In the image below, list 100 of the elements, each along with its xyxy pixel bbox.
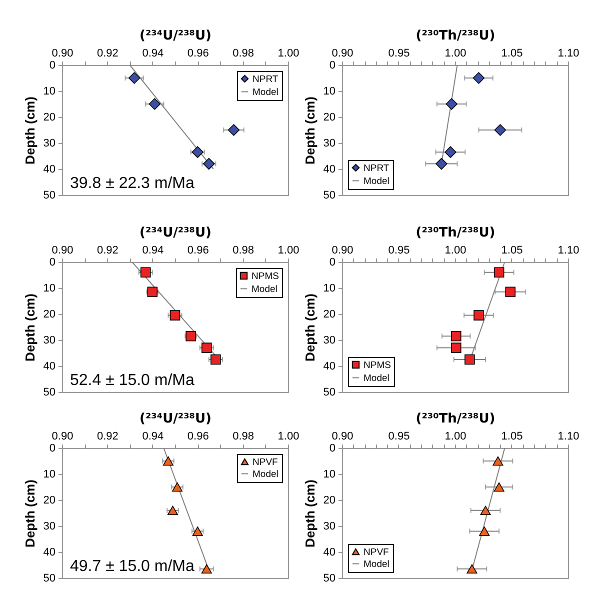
x-tick-label: 0.90 [52,244,74,256]
y-tick-label: 30 [323,138,336,150]
x-tick-label: 0.96 [187,48,209,60]
x-tick-label: 0.92 [96,430,118,442]
point [228,124,240,136]
x-tick-label: 0.94 [142,430,164,442]
y-tick-label: 50 [43,572,56,584]
y-tick-label: 10 [323,468,336,480]
x-tick-label: 1.00 [444,48,466,60]
y-tick-label: 0 [329,442,336,454]
y-tick-label: 20 [323,112,336,124]
point [436,158,448,170]
legend-label: NPMS [252,270,279,282]
point [162,456,174,466]
point [446,98,458,110]
y-tick-label: 40 [43,546,56,558]
point [450,342,462,353]
y-tick-label: 30 [43,520,56,532]
point [201,342,212,353]
y-tick-label: 0 [49,256,56,268]
legend-label: NPVF [252,456,278,468]
y-axis-title: Depth (cm) [22,96,38,164]
point [186,330,196,342]
x-axis-title: (²³⁰Th/²³⁸U) [416,226,496,240]
point [192,146,204,158]
x-tick-label: 1.10 [558,48,580,60]
point [170,310,180,320]
point [444,146,456,158]
point [147,286,158,298]
point [505,286,516,298]
point [494,267,504,278]
x-axis-title: (²³⁴U/²³⁸U) [140,412,212,426]
y-tick-label: 50 [323,572,336,584]
x-tick-label: 0.90 [332,244,354,256]
y-tick-label: 40 [323,546,336,558]
y-axis-title: Depth (cm) [302,480,318,548]
point [167,506,178,516]
y-tick-label: 0 [49,442,56,454]
point [192,526,203,536]
point [140,267,151,278]
x-tick-label: 1.00 [278,244,300,256]
point [492,456,504,466]
y-tick-label: 0 [329,60,336,72]
x-axis-title: (²³⁴U/²³⁸U) [140,28,212,44]
x-axis-title: (²³⁴U/²³⁸U) [140,226,212,240]
y-axis-title: Depth (cm) [22,294,38,362]
legend-label: NPVF [364,546,390,558]
y-tick-label: 30 [323,520,336,532]
x-tick-label: 0.98 [232,244,254,256]
y-tick-label: 0 [49,60,56,72]
x-tick-label: 0.92 [96,244,118,256]
x-tick-label: 0.94 [142,48,164,60]
x-tick-label: 1.10 [558,430,580,442]
y-tick-label: 30 [43,138,56,150]
x-tick-label: 0.96 [187,244,209,256]
point [494,124,506,136]
y-tick-label: 0 [329,256,336,268]
x-tick-label: 1.05 [501,48,523,60]
y-axis-title: Depth (cm) [302,294,318,362]
point [210,354,221,365]
x-tick-label: 0.96 [187,430,209,442]
y-tick-label: 30 [43,334,56,346]
x-tick-label: 0.94 [142,244,164,256]
y-tick-label: 20 [43,112,56,124]
point [494,482,504,492]
point [466,564,478,574]
point [472,72,485,84]
point [172,482,183,492]
legend-label: Model [252,86,278,98]
y-tick-label: 40 [43,360,56,372]
legend-label: Model [364,176,390,187]
x-tick-label: 0.90 [332,48,354,60]
y-tick-label: 40 [323,360,336,372]
y-tick-label: 40 [43,164,56,176]
x-tick-label: 0.90 [52,48,74,60]
y-tick-label: 40 [323,164,336,176]
legend-label: Model [364,372,390,384]
x-tick-label: 1.00 [444,430,466,442]
point [148,98,161,110]
y-tick-label: 10 [43,86,56,98]
x-tick-label: 1.00 [278,430,300,442]
y-tick-label: 20 [43,494,56,506]
y-tick-label: 20 [43,308,56,320]
x-tick-label: 1.10 [558,244,580,256]
x-tick-label: 0.90 [52,430,74,442]
legend-label: Model [252,468,278,480]
legend-label: NPRT [364,162,390,174]
legend-label: Model [252,284,278,295]
x-tick-label: 0.92 [96,48,118,60]
y-tick-label: 10 [43,282,56,294]
point [203,158,215,170]
x-tick-label: 0.98 [232,430,254,442]
y-tick-label: 50 [43,386,56,398]
point [128,72,140,84]
y-tick-label: 50 [323,386,336,398]
x-tick-label: 0.95 [388,48,410,60]
x-tick-label: 0.95 [388,430,410,442]
x-tick-label: 0.98 [232,48,254,60]
point [480,506,491,516]
y-tick-label: 10 [323,282,336,294]
